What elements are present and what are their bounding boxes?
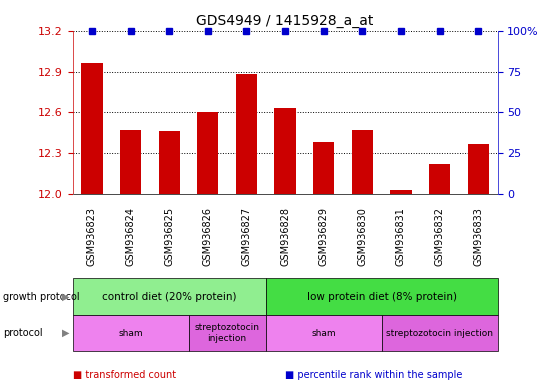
- Bar: [274, 108, 296, 194]
- Text: GSM936833: GSM936833: [473, 207, 483, 266]
- Bar: [120, 130, 141, 194]
- Bar: [236, 74, 257, 194]
- Bar: [197, 113, 219, 194]
- Text: GSM936824: GSM936824: [126, 207, 136, 266]
- Bar: [82, 63, 103, 194]
- Text: low protein diet (8% protein): low protein diet (8% protein): [307, 291, 457, 302]
- Title: GDS4949 / 1415928_a_at: GDS4949 / 1415928_a_at: [196, 14, 374, 28]
- Bar: [73, 278, 266, 315]
- Bar: [73, 315, 188, 351]
- Bar: [159, 131, 180, 194]
- Text: ▶: ▶: [62, 291, 70, 302]
- Text: protocol: protocol: [3, 328, 42, 338]
- Text: ▶: ▶: [62, 328, 70, 338]
- Text: GSM936832: GSM936832: [434, 207, 444, 266]
- Text: ■ percentile rank within the sample: ■ percentile rank within the sample: [285, 370, 462, 380]
- Text: GSM936823: GSM936823: [87, 207, 97, 266]
- Text: streptozotocin
injection: streptozotocin injection: [195, 323, 260, 343]
- Bar: [266, 278, 498, 315]
- Bar: [429, 164, 450, 194]
- Text: GSM936828: GSM936828: [280, 207, 290, 266]
- Text: GSM936829: GSM936829: [319, 207, 329, 266]
- Text: growth protocol: growth protocol: [3, 291, 79, 302]
- Text: GSM936825: GSM936825: [164, 207, 174, 266]
- Text: sham: sham: [311, 329, 336, 338]
- Text: GSM936831: GSM936831: [396, 207, 406, 266]
- Text: streptozotocin injection: streptozotocin injection: [386, 329, 493, 338]
- Text: GSM936830: GSM936830: [357, 207, 367, 266]
- Text: control diet (20% protein): control diet (20% protein): [102, 291, 236, 302]
- Bar: [352, 130, 373, 194]
- Bar: [266, 315, 382, 351]
- Bar: [188, 315, 266, 351]
- Text: GSM936827: GSM936827: [241, 207, 252, 266]
- Text: sham: sham: [119, 329, 143, 338]
- Bar: [467, 144, 489, 194]
- Bar: [313, 142, 334, 194]
- Bar: [390, 190, 411, 194]
- Text: GSM936826: GSM936826: [203, 207, 213, 266]
- Bar: [382, 315, 498, 351]
- Text: ■ transformed count: ■ transformed count: [73, 370, 176, 380]
